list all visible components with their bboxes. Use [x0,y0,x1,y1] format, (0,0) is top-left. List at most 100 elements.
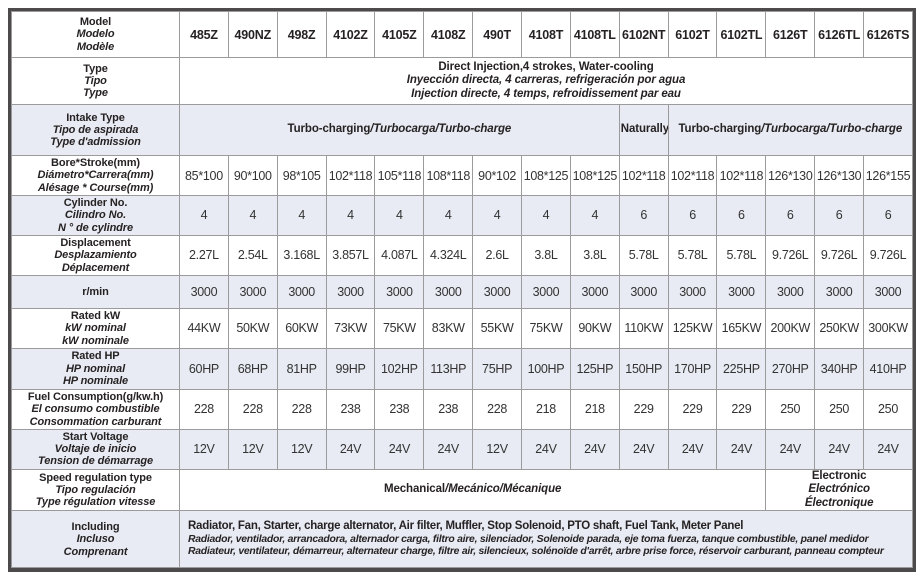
span-line: Electrónico [808,483,870,496]
rated-hp-value-cell: 170HP [667,347,718,390]
label-line: Tension de démarrage [38,455,153,468]
fuel-value-cell: 250 [814,388,865,430]
voltage-value-cell: 12V [472,428,523,470]
label-line: Fuel Consumption(g/kw.h) [27,390,164,403]
label-line: Modèle [76,40,115,53]
label-line: Rated HP [71,350,120,363]
model-header-cell: 485Z [179,11,229,58]
label-line: Alésage * Course(mm) [37,181,154,194]
cylinder-value-cell: 4 [472,195,523,236]
label-line: Start Voltage [62,430,129,443]
row-label-model: Model Modelo Modèle [11,11,180,58]
label-line: HP nominale [62,375,129,388]
voltage-value-cell: 24V [423,428,474,470]
rmin-value-cell: 3000 [618,274,669,309]
displacement-value-cell: 5.78L [667,234,718,276]
span-line: Injection directe, 4 temps, refroidissem… [411,87,681,100]
fuel-value-cell: 228 [472,388,523,430]
span-line: Naturally [620,123,669,136]
intake-span-cell: Turbo-charging/Turbocarga/Turbo-charge [667,104,914,156]
rated-kw-value-cell: 44KW [179,307,229,349]
label-line: Desplazamiento [54,249,137,262]
voltage-value-cell: 12V [179,428,229,470]
bore-stroke-value-cell: 90*100 [227,155,278,196]
span-line: Inyección directa, 4 carreras, refrigera… [406,74,686,87]
bore-stroke-value-cell: 90*102 [472,155,523,196]
rated-kw-value-cell: 200KW [765,307,816,349]
rated-hp-value-cell: 75HP [472,347,523,390]
fuel-value-cell: 218 [569,388,620,430]
voltage-value-cell: 24V [569,428,620,470]
rated-kw-value-cell: 165KW [716,307,767,349]
bore-stroke-value-cell: 102*118 [325,155,376,196]
displacement-value-cell: 3.168L [276,234,327,276]
fuel-value-cell: 218 [521,388,571,430]
displacement-value-cell: 9.726L [814,234,865,276]
label-line: Tipo [84,74,107,87]
bore-stroke-value-cell: 126*155 [863,155,913,196]
displacement-value-cell: 9.726L [863,234,913,276]
fuel-value-cell: 229 [716,388,767,430]
cylinder-value-cell: 6 [618,195,669,236]
cylinder-value-cell: 4 [179,195,229,236]
row-model: Model Modelo Modèle 485Z 490NZ 498Z 4102Z 4105Z… [11,11,913,58]
label-line: Diámetro*Carrera(mm) [37,169,154,182]
voltage-value-cell: 24V [765,428,816,470]
label-line: Modelo [76,28,115,41]
label-line: Type [83,62,108,75]
fuel-value-cell: 238 [325,388,376,430]
cylinder-value-cell: 6 [667,195,718,236]
rated-kw-value-cell: 250KW [814,307,865,349]
label-line: Cilindro No. [64,209,127,222]
rmin-value-cell: 3000 [276,274,327,309]
rated-hp-value-cell: 225HP [716,347,767,390]
label-line: Tipo de aspirada [52,123,139,136]
rated-kw-value-cell: 73KW [325,307,376,349]
bore-stroke-value-cell: 102*118 [618,155,669,196]
rated-hp-value-cell: 340HP [814,347,865,390]
displacement-value-cell: 3.857L [325,234,376,276]
voltage-value-cell: 24V [374,428,425,470]
rated-hp-value-cell: 81HP [276,347,327,390]
rated-hp-value-cell: 150HP [618,347,669,390]
row-label-voltage: Start Voltage Voltaje de inicio Tension de… [11,428,180,470]
cylinder-value-cell: 4 [325,195,376,236]
voltage-value-cell: 24V [325,428,376,470]
model-header-cell: 6102NT [618,11,669,58]
label-line: HP nominal [65,362,126,375]
cylinder-value-cell: 4 [423,195,474,236]
displacement-value-cell: 4.087L [374,234,425,276]
label-line: Voltaje de inicio [54,443,137,456]
fuel-value-cell: 250 [765,388,816,430]
rmin-value-cell: 3000 [423,274,474,309]
including-span-cell: Radiator, Fan, Starter, charge alternato… [179,510,913,569]
model-header-cell: 6102TL [716,11,767,58]
cylinder-value-cell: 4 [521,195,571,236]
bore-stroke-value-cell: 105*118 [374,155,425,196]
voltage-value-cell: 24V [521,428,571,470]
span-line: Mechanical/Mecánico/Mécanique [383,483,562,496]
row-bore-stroke: Bore*Stroke(mm) Diámetro*Carrera(mm) Alésa… [11,155,913,196]
row-cylinder: Cylinder No. Cilindro No. N ° de cylindre 4… [11,195,913,236]
row-label-rated-hp: Rated HP HP nominal HP nominale [11,347,180,390]
displacement-value-cell: 9.726L [765,234,816,276]
label-line: Speed regulation type [39,471,152,484]
speed-regulation-span-cell: Electronic Electrónico Électronique [765,468,913,512]
model-header-cell: 498Z [276,11,327,58]
model-header-cell: 6102T [667,11,718,58]
bore-stroke-value-cell: 108*125 [521,155,571,196]
row-label-bore-stroke: Bore*Stroke(mm) Diámetro*Carrera(mm) Alésa… [11,155,180,196]
label-line: Comprenant [63,545,128,558]
cylinder-value-cell: 4 [276,195,327,236]
row-displacement: Displacement Desplazamiento Déplacement 2.2… [11,234,913,276]
fuel-value-cell: 228 [276,388,327,430]
label-line: El consumo combustible [31,403,160,416]
label-line: Bore*Stroke(mm) [51,157,140,170]
label-line: Type régulation vitesse [35,496,156,509]
voltage-value-cell: 12V [227,428,278,470]
model-header-cell: 490T [472,11,523,58]
row-voltage: Start Voltage Voltaje de inicio Tension de… [11,428,913,470]
label-line: Consommation carburant [29,415,162,428]
type-span-cell: Direct Injection,4 strokes, Water-coolin… [179,57,913,105]
row-rated-kw: Rated kW kW nominal kW nominale 44KW 50KW 60K… [11,307,913,349]
